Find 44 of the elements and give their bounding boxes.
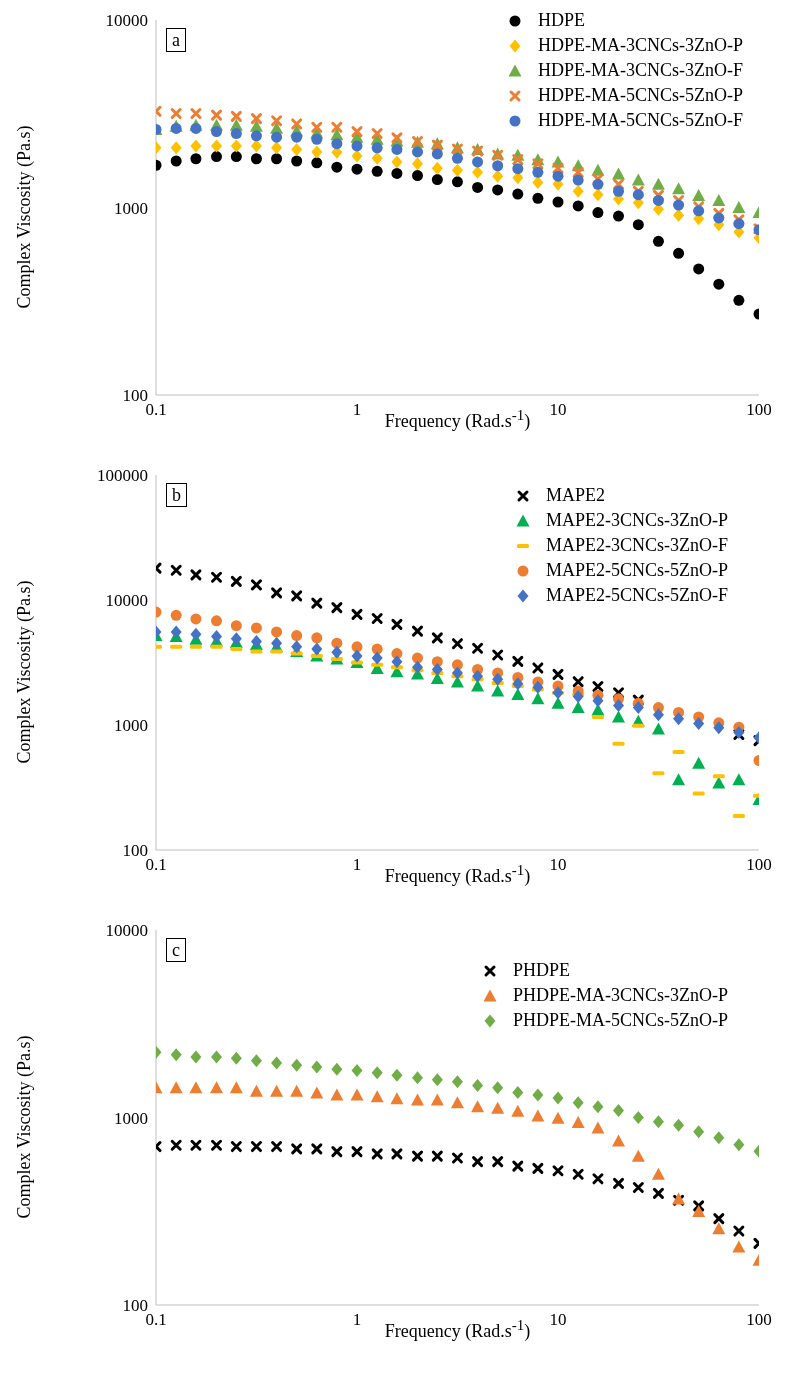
legend-label: HDPE-MA-3CNCs-3ZnO-P: [537, 34, 743, 57]
y-axis-title: Complex Viscosity (Pa.s): [13, 579, 35, 764]
y-tick-label: 10000: [105, 11, 148, 31]
x-tick-label: 0.1: [145, 1310, 167, 1330]
x-axis-title: Frequency (Rad.s$^{-1}$): [384, 407, 531, 431]
y-tick-label: 100: [122, 841, 148, 861]
y-axis-title: Complex Viscosity (Pa.s): [13, 124, 35, 309]
legend-label: MAPE2-3CNCs-3ZnO-F: [545, 534, 728, 557]
legend-label: MAPE2-3CNCs-3ZnO-P: [545, 509, 728, 532]
annotation: a: [166, 28, 186, 52]
y-tick-label: 100: [122, 386, 148, 406]
x-axis-title: Frequency (Rad.s$^{-1}$): [384, 1317, 531, 1341]
x-tick-label: 100: [746, 400, 772, 420]
legend-label: MAPE2-5CNCs-5ZnO-F: [545, 584, 728, 607]
y-axis-title: Complex Viscosity (Pa.s): [13, 1034, 35, 1219]
y-tick-label: 10000: [105, 591, 148, 611]
legend-label: HDPE-MA-5CNCs-5ZnO-F: [537, 109, 743, 132]
annotation: b: [166, 483, 187, 507]
x-tick-label: 100: [746, 1310, 772, 1330]
legend-label: PHDPE-MA-5CNCs-5ZnO-P: [512, 1009, 728, 1032]
annotation: c: [166, 938, 186, 962]
y-tick-label: 100000: [97, 466, 148, 486]
y-tick-label: 1000: [114, 1108, 148, 1128]
legend-label: MAPE2: [545, 484, 605, 507]
x-tick-label: 10: [549, 855, 567, 875]
x-tick-label: 1: [352, 855, 362, 875]
legend-label: PHDPE: [512, 959, 570, 982]
x-tick-label: 10: [549, 1310, 567, 1330]
y-tick-label: 1000: [114, 716, 148, 736]
legend-label: HDPE: [537, 9, 585, 32]
y-tick-label: 1000: [114, 198, 148, 218]
legend-label: MAPE2-5CNCs-5ZnO-P: [545, 559, 728, 582]
x-tick-label: 100: [746, 855, 772, 875]
legend-label: PHDPE-MA-3CNCs-3ZnO-P: [512, 984, 728, 1007]
legend-label: HDPE-MA-3CNCs-3ZnO-F: [537, 59, 743, 82]
y-tick-label: 100: [122, 1296, 148, 1316]
x-tick-label: 0.1: [145, 400, 167, 420]
legend-label: HDPE-MA-5CNCs-5ZnO-P: [537, 84, 743, 107]
x-tick-label: 1: [352, 1310, 362, 1330]
x-axis-title: Frequency (Rad.s$^{-1}$): [384, 862, 531, 886]
x-tick-label: 0.1: [145, 855, 167, 875]
y-tick-label: 10000: [105, 921, 148, 941]
x-tick-label: 10: [549, 400, 567, 420]
x-tick-label: 1: [352, 400, 362, 420]
